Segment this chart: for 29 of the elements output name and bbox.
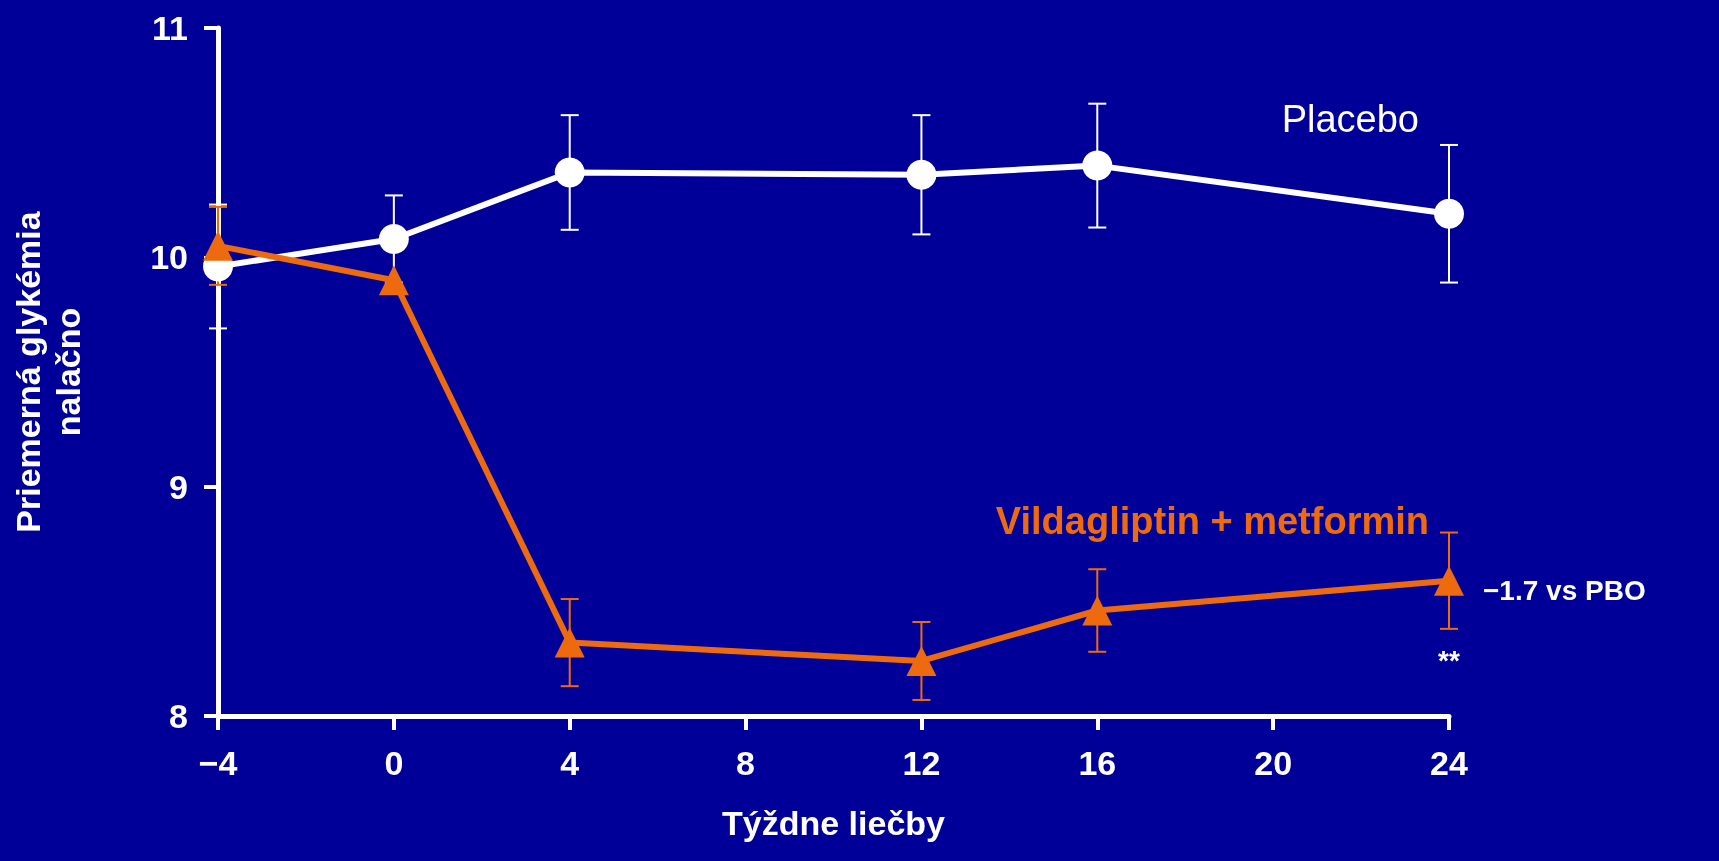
- point: [1434, 565, 1464, 596]
- point: [554, 627, 585, 658]
- x-tick-label: 12: [902, 744, 941, 782]
- x-tick-label: 0: [384, 744, 404, 782]
- series-label: Placebo: [1281, 97, 1419, 140]
- point: [906, 159, 937, 190]
- x-tick-label: 16: [1078, 744, 1117, 782]
- point: [554, 157, 585, 188]
- point: [378, 223, 409, 254]
- point: [1082, 150, 1113, 181]
- y-tick-label: 10: [150, 238, 188, 277]
- annotation: −1.7 vs PBO: [1483, 575, 1646, 607]
- x-tick-label: 8: [736, 744, 756, 782]
- y-tick-label: 9: [169, 467, 188, 506]
- x-tick-label: 20: [1254, 744, 1293, 782]
- point: [906, 645, 937, 676]
- x-axis-title: Týždne liečby: [722, 804, 946, 842]
- point: [378, 265, 409, 296]
- point: [203, 230, 233, 261]
- x-tick-label: 4: [560, 744, 580, 782]
- annotation: **: [1438, 645, 1460, 677]
- y-axis-title: Priemerná glykémia nalačno: [9, 210, 87, 533]
- y-tick-label: 11: [152, 9, 188, 47]
- y-tick-label: 8: [169, 697, 188, 735]
- x-tick-label: −4: [198, 744, 238, 782]
- point: [1082, 595, 1113, 626]
- point: [1434, 198, 1464, 229]
- x-tick-label: 24: [1430, 744, 1468, 782]
- series-label: Vildagliptin + metformin: [995, 499, 1429, 542]
